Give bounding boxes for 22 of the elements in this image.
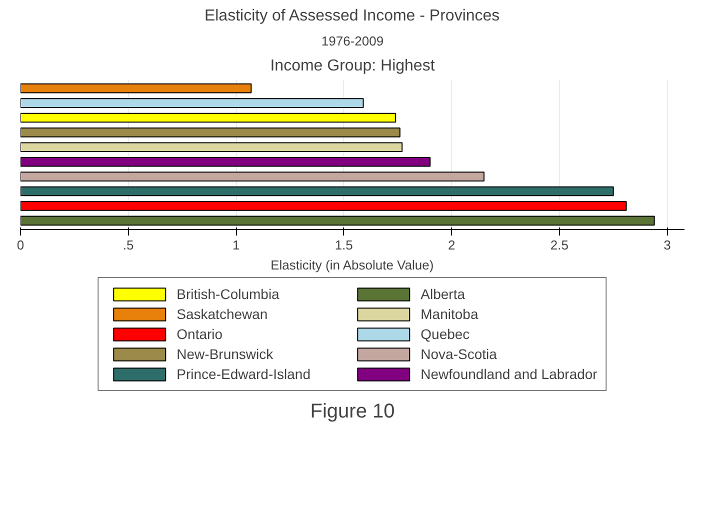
legend-label: Quebec <box>420 326 471 342</box>
x-tick-label: 0 <box>16 238 24 252</box>
legend-label: New-Brunswick <box>176 346 274 362</box>
legend-label: Saskatchewan <box>176 306 269 322</box>
legend-label: Nova-Scotia <box>420 346 498 362</box>
x-axis-title: Elasticity (in Absolute Value) <box>270 258 434 272</box>
legend-label: British-Columbia <box>176 286 280 302</box>
x-tick-label: 2.5 <box>550 238 569 252</box>
legend-label: Manitoba <box>420 306 480 322</box>
x-tick-label: 1.5 <box>334 238 353 252</box>
text: Income Group: Highest <box>270 58 436 74</box>
legend-label: Ontario <box>176 326 224 342</box>
legend-label: Newfoundland and Labrador <box>420 366 598 382</box>
legend-label: Prince-Edward-Island <box>176 366 312 382</box>
chart-subtitle: 1976-2009 <box>321 34 384 48</box>
x-tick-label: 3 <box>664 238 671 252</box>
caption: Figure 10 <box>310 400 395 422</box>
x-tick-label: 2 <box>448 238 456 252</box>
legend-label: Alberta <box>420 286 466 302</box>
chart-title: Elasticity of Assessed Income - Provinces <box>204 8 500 24</box>
x-tick-label: 1 <box>232 238 240 252</box>
x-tick-label: .5 <box>122 238 134 252</box>
